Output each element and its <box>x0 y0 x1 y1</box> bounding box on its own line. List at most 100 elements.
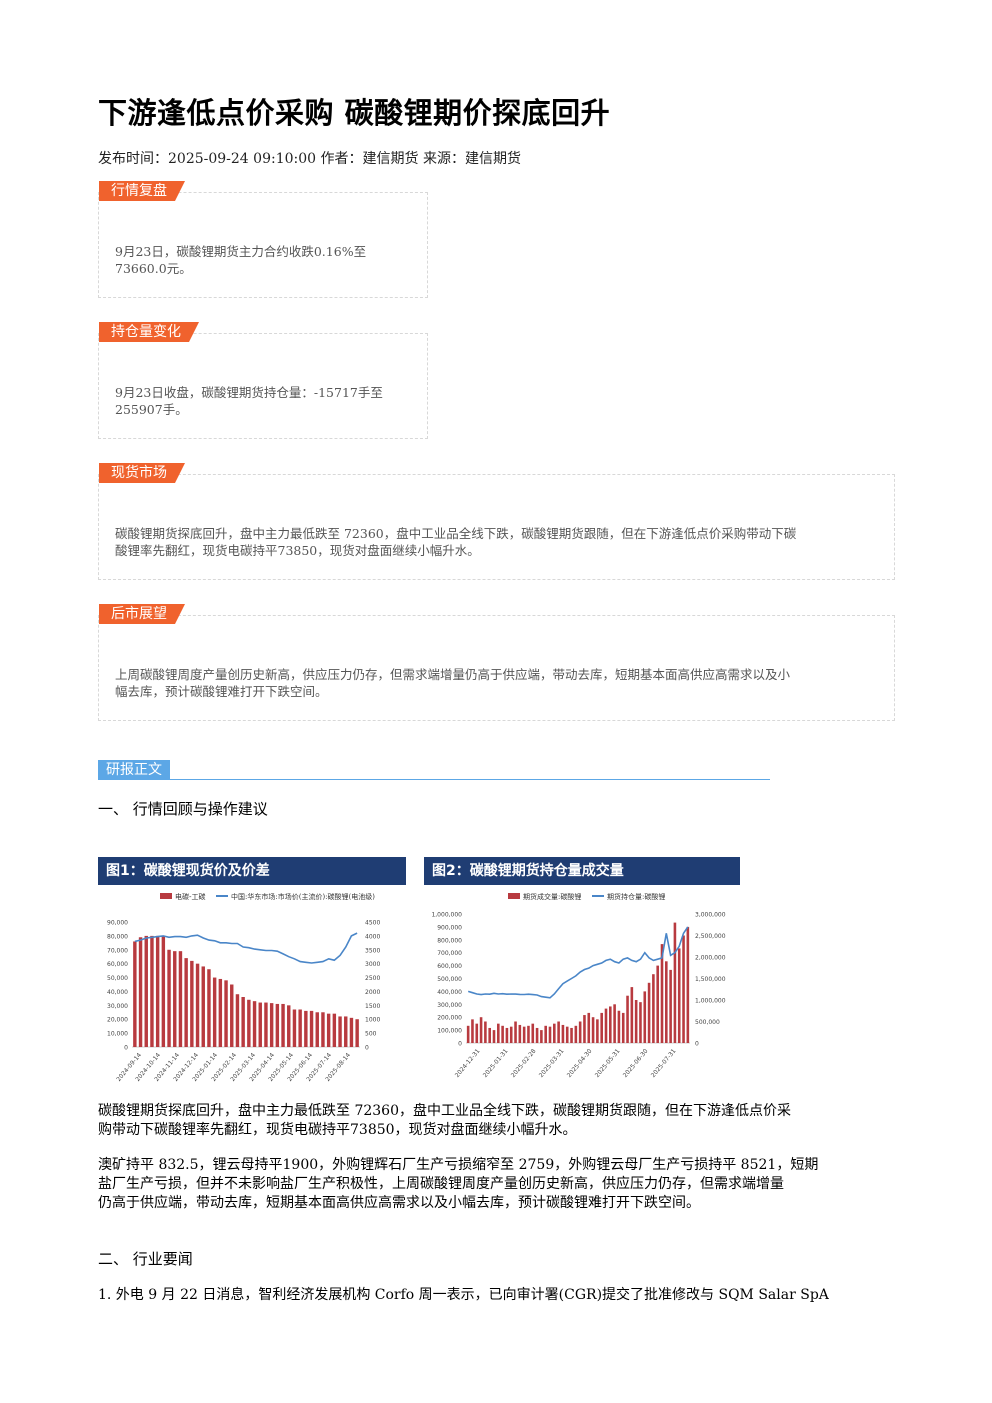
x-tick-label: 2024-12-31 <box>454 1048 482 1079</box>
bar-mark <box>184 958 188 1047</box>
bar-mark <box>639 1002 642 1043</box>
bar-mark <box>258 1002 262 1047</box>
bar-mark <box>535 1027 539 1043</box>
series-line <box>467 926 689 999</box>
bar-mark <box>138 937 143 1047</box>
bar-mark <box>264 1002 268 1047</box>
series-line <box>134 932 358 964</box>
card-line: 上周碳酸锂周度产量创历史新高，供应压力仍存，但需求端增量仍高于供应端，带动去库，… <box>115 667 791 682</box>
y-left-tick-label: 100,000 <box>437 1028 462 1035</box>
bar-mark <box>561 1024 565 1043</box>
bar-mark <box>505 1027 509 1043</box>
bar-mark <box>501 1025 504 1043</box>
heading-review: 一、 行情回顾与操作建议 <box>98 800 268 818</box>
x-tick-label: 2025-02-28 <box>510 1048 538 1079</box>
bar-mark <box>212 977 217 1047</box>
para-line: 盐厂生产亏损，但并不未影响盐厂生产积极性，上周碳酸锂周度产量创历史新高，供应压力… <box>98 1176 784 1192</box>
y-left-tick-label: 30,000 <box>107 1003 128 1010</box>
y-right-tick-label: 4500 <box>365 920 380 927</box>
bar-mark <box>326 1013 331 1047</box>
bar-mark <box>195 963 200 1047</box>
bar-mark <box>669 969 672 1043</box>
bar-mark <box>173 951 177 1047</box>
bar-mark <box>544 1025 547 1043</box>
bar-mark <box>682 935 685 1043</box>
bar-mark <box>304 1010 308 1047</box>
y-right-tick-label: 2,000,000 <box>695 955 726 962</box>
bar-mark <box>600 1012 603 1043</box>
paragraph-3: 1. 外电 9 月 22 日消息，智利经济发展机构 Corfo 周一表示，已向审… <box>98 1286 884 1305</box>
y-left-tick-label: 50,000 <box>107 975 128 982</box>
card-body: 9月23日收盘，碳酸锂期货持仓量：-15717手至 255907手。 <box>115 384 383 418</box>
y-left-tick-label: 900,000 <box>437 924 462 931</box>
card-line: 9月23日收盘，碳酸锂期货持仓量：-15717手至 <box>115 385 383 400</box>
bar-mark <box>150 935 154 1047</box>
bar-mark <box>230 984 234 1047</box>
bar-mark <box>133 941 137 1047</box>
bar-mark <box>596 1019 599 1043</box>
bar-mark <box>643 991 647 1043</box>
bar-mark <box>587 1012 591 1043</box>
chart-spot-price: 电碳-工碳 中国:华东市场:市场价(主流价):碳酸锂(电池级) 0 10,000 20,… <box>107 892 380 1083</box>
bar-mark <box>609 1006 612 1043</box>
article-title: 下游逢低点价采购 碳酸锂期价探底回升 <box>98 96 611 130</box>
bar-mark <box>281 1003 285 1047</box>
bar-mark <box>338 1016 342 1047</box>
card-tag: 持仓量变化 <box>99 322 199 342</box>
card-outlook: 后市展望 上周碳酸锂周度产量创历史新高，供应压力仍存，但需求端增量仍高于供应端，… <box>98 615 895 721</box>
bar-mark <box>497 1023 500 1043</box>
bar-mark <box>673 922 677 1043</box>
bar-mark <box>355 1019 359 1047</box>
bar-mark <box>475 1023 479 1043</box>
chart-futures-volume: 期货成交量:碳酸锂 期货持仓量:碳酸锂 0 100,000 200,000 300,000… <box>431 892 726 1079</box>
y-left-tick-label: 0 <box>458 1041 462 1048</box>
y-left-tick-label: 500,000 <box>437 976 462 983</box>
card-line: 9月23日，碳酸锂期货主力合约收跌0.16%至 <box>115 244 367 259</box>
bar-mark <box>553 1023 556 1043</box>
y-left-tick-label: 20,000 <box>107 1017 128 1024</box>
para-line: 1. 外电 9 月 22 日消息，智利经济发展机构 Corfo 周一表示，已向审… <box>98 1287 829 1303</box>
x-tick-label: 2025-03-31 <box>538 1048 566 1079</box>
bar-mark <box>531 1023 535 1043</box>
x-tick-label: 2025-05-31 <box>594 1048 622 1079</box>
bar-mark <box>144 935 148 1047</box>
y-left-tick-label: 90,000 <box>107 920 128 927</box>
y-right-tick-label: 2000 <box>365 989 380 996</box>
bar-mark <box>349 1017 354 1047</box>
x-tick-label: 2025-01-31 <box>482 1048 510 1079</box>
card-line: 73660.0元。 <box>115 261 192 276</box>
y-right-tick-label: 4000 <box>365 933 380 940</box>
y-left-tick-label: 800,000 <box>437 937 462 944</box>
bar-mark <box>647 982 651 1043</box>
card-body: 9月23日，碳酸锂期货主力合约收跌0.16%至 73660.0元。 <box>115 243 366 277</box>
bar-mark <box>269 1003 274 1047</box>
y-right-tick-label: 1,000,000 <box>695 998 726 1005</box>
y-right-tick-label: 1500 <box>365 1003 380 1010</box>
bar-mark <box>190 960 194 1047</box>
paragraph-1: 碳酸锂期货探底回升，盘中主力最低跌至 72360，盘中工业品全线下跌，碳酸锂期货… <box>98 1102 884 1140</box>
y-left-tick-label: 70,000 <box>107 947 128 954</box>
legend-swatch-bar <box>508 893 520 899</box>
y-right-tick-label: 0 <box>365 1045 369 1052</box>
y-right-tick-label: 500 <box>365 1031 377 1038</box>
bar-mark <box>570 1027 573 1043</box>
legend-label: 期货成交量:碳酸锂 <box>523 892 581 901</box>
y-left-tick-label: 0 <box>124 1045 128 1052</box>
bar-mark <box>292 1009 297 1047</box>
para-line: 购带动下碳酸锂率先翻红，现货电碳持平73850，现货对盘面继续小幅升水。 <box>98 1122 577 1138</box>
bar-mark <box>509 1026 513 1043</box>
figure-2: 图2：碳酸锂期货持仓量成交量 期货成交量:碳酸锂 期货持仓量:碳酸锂 0 100,00… <box>424 857 740 1097</box>
y-left-tick-label: 60,000 <box>107 961 128 968</box>
bar-mark <box>656 965 659 1043</box>
y-right-tick-label: 2,500,000 <box>695 933 726 940</box>
bar-mark <box>471 1019 474 1043</box>
y-right-tick-label: 500,000 <box>695 1019 720 1026</box>
bar-mark <box>613 1004 616 1043</box>
para-line: 碳酸锂期货探底回升，盘中主力最低跌至 72360，盘中工业品全线下跌，碳酸锂期货… <box>98 1103 791 1119</box>
bar-mark <box>634 1000 638 1043</box>
bar-mark <box>548 1026 552 1043</box>
bar-mark <box>298 1009 302 1047</box>
bar-mark <box>247 999 251 1047</box>
bar-mark <box>514 1021 517 1043</box>
bar-mark <box>540 1030 543 1043</box>
